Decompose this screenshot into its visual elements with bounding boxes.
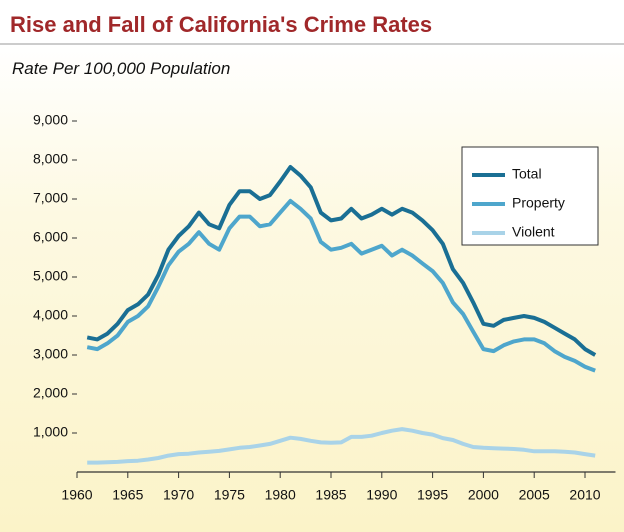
chart-title: Rise and Fall of California's Crime Rate… — [10, 12, 432, 37]
y-tick-label: 3,000 — [33, 346, 68, 362]
y-tick-label: 8,000 — [33, 151, 68, 167]
y-tick-label: 6,000 — [33, 229, 68, 245]
y-tick-label: 7,000 — [33, 190, 68, 206]
y-tick-label: 9,000 — [33, 112, 68, 128]
y-tick-label: 5,000 — [33, 268, 68, 284]
y-tick-label: 2,000 — [33, 385, 68, 401]
x-tick-label: 2005 — [519, 487, 550, 503]
series-line — [86, 165, 597, 357]
series-line — [86, 198, 596, 373]
x-tick-label: 1990 — [366, 487, 397, 503]
y-tick-label: 1,000 — [33, 424, 68, 440]
x-tick-label: 1985 — [315, 487, 346, 503]
legend-label: Property — [512, 195, 565, 211]
legend-label: Total — [512, 166, 542, 182]
x-tick-label: 1975 — [214, 487, 245, 503]
x-tick-label: 1960 — [61, 487, 92, 503]
legend-box — [461, 146, 599, 246]
x-tick-label: 2010 — [569, 487, 600, 503]
legend-label: Violent — [512, 224, 555, 240]
x-tick-label: 1965 — [112, 487, 143, 503]
x-tick-label: 1980 — [265, 487, 296, 503]
x-tick-label: 1995 — [417, 487, 448, 503]
x-tick-label: 2000 — [468, 487, 499, 503]
y-tick-label: 4,000 — [33, 307, 68, 323]
x-tick-label: 1970 — [163, 487, 194, 503]
background — [0, 44, 624, 532]
series-line — [87, 427, 596, 465]
chart-subtitle: Rate Per 100,000 Population — [12, 59, 230, 78]
